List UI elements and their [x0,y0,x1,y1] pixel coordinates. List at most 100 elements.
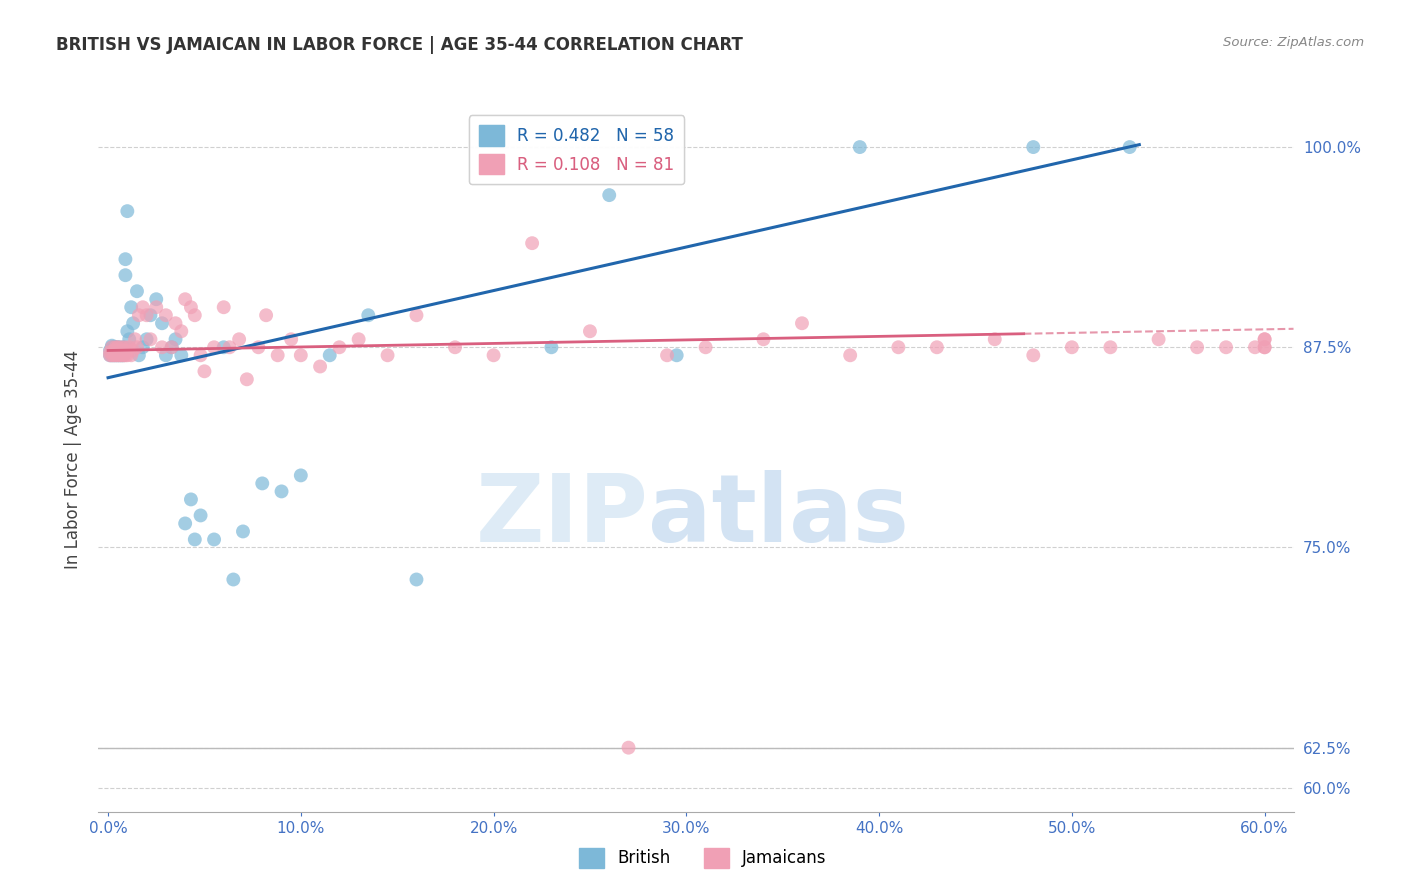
Point [849,140,872,154]
Point [174,292,197,306]
Point [124,332,146,346]
Point [110,348,132,362]
Point [328,340,350,354]
Point [1185,340,1208,354]
Point [1253,340,1275,354]
Point [228,332,250,346]
Point [155,308,177,322]
Text: BRITISH VS JAMAICAN IN LABOR FORCE | AGE 35-44 CORRELATION CHART: BRITISH VS JAMAICAN IN LABOR FORCE | AGE… [56,36,744,54]
Point [108,340,131,354]
Point [104,340,127,354]
Point [170,348,193,362]
Point [1253,340,1275,354]
Point [309,359,332,374]
Point [117,324,139,338]
Point [98,345,121,359]
Point [482,348,505,362]
Text: Source: ZipAtlas.com: Source: ZipAtlas.com [1223,36,1364,49]
Point [114,340,136,354]
Point [108,348,131,362]
Point [150,316,173,330]
Point [520,236,543,251]
Point [103,348,125,362]
Point [145,300,167,314]
Point [165,316,187,330]
Point [108,348,131,362]
Point [267,348,290,362]
Point [103,345,125,359]
Point [114,348,136,362]
Point [180,300,202,314]
Point [212,340,235,354]
Point [1244,340,1267,354]
Point [107,343,129,358]
Point [1022,348,1045,362]
Point [108,345,131,359]
Point [665,348,688,362]
Point [125,340,148,354]
Point [128,348,150,362]
Point [1099,340,1122,354]
Text: ZIP: ZIP [475,470,648,562]
Point [218,340,240,354]
Point [444,340,467,354]
Point [1253,332,1275,346]
Point [104,348,127,362]
Point [202,533,225,547]
Point [180,492,202,507]
Point [165,332,187,346]
Point [247,340,270,354]
Point [174,516,197,531]
Point [184,533,207,547]
Point [135,308,157,322]
Point [190,508,212,523]
Point [118,332,141,346]
Point [139,332,162,346]
Point [790,316,813,330]
Point [598,188,620,202]
Point [110,345,132,359]
Point [132,300,155,314]
Legend: R = 0.482   N = 58, R = 0.108   N = 81: R = 0.482 N = 58, R = 0.108 N = 81 [468,115,685,185]
Point [107,340,129,354]
Point [114,268,136,283]
Point [405,308,427,322]
Point [120,348,142,362]
Point [232,524,254,539]
Point [236,372,259,386]
Point [160,340,183,354]
Point [104,345,127,359]
Point [280,332,302,346]
Point [103,340,125,354]
Point [1215,340,1237,354]
Point [112,340,135,354]
Point [122,316,145,330]
Point [101,348,124,362]
Point [252,476,274,491]
Point [319,348,342,362]
Point [107,348,129,362]
Point [135,332,157,346]
Point [118,340,141,354]
Point [357,308,380,322]
Point [132,340,155,354]
Point [101,339,124,353]
Point [125,284,148,298]
Point [1060,340,1083,354]
Point [270,484,292,499]
Point [107,343,129,358]
Point [184,308,207,322]
Point [222,573,245,587]
Point [104,348,127,362]
Point [540,340,562,354]
Point [984,332,1007,346]
Point [377,348,399,362]
Point [98,348,121,362]
Text: atlas: atlas [648,470,910,562]
Point [193,364,215,378]
Point [114,252,136,267]
Point [887,340,910,354]
Point [103,343,125,358]
Point [1118,140,1140,154]
Point [128,308,150,322]
